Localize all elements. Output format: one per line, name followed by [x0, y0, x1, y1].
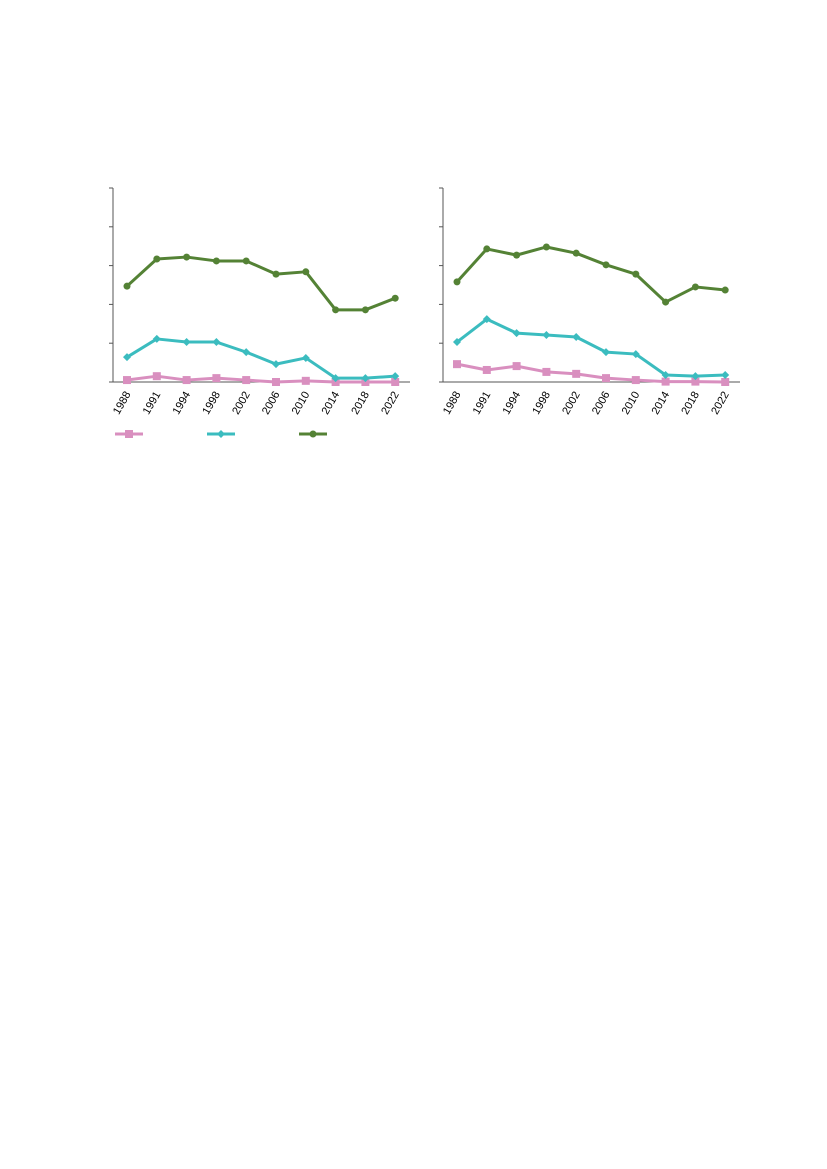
marker	[721, 378, 730, 386]
marker	[602, 261, 610, 269]
marker	[691, 283, 699, 291]
series-line	[455, 245, 726, 304]
marker	[332, 306, 340, 314]
marker	[542, 243, 550, 251]
marker	[661, 371, 670, 380]
marker	[391, 372, 400, 381]
marker	[632, 270, 640, 278]
marker	[217, 430, 225, 438]
x-tick-label: 2014	[320, 390, 343, 417]
marker	[631, 376, 640, 385]
x-tick-label: 1991	[471, 390, 494, 417]
marker	[542, 331, 551, 340]
marker	[482, 315, 491, 324]
marker	[182, 376, 191, 385]
marker	[572, 249, 580, 257]
marker	[512, 362, 521, 371]
x-tick-label: 2002	[560, 390, 583, 417]
x-tick-label: 2006	[260, 390, 283, 417]
marker	[309, 430, 317, 438]
marker	[483, 245, 491, 253]
marker	[453, 338, 461, 347]
x-tick-label: 2022	[379, 390, 402, 417]
marker	[661, 377, 670, 386]
marker	[242, 348, 251, 357]
x-tick-label: 1998	[530, 390, 553, 417]
marker	[721, 286, 729, 294]
marker	[453, 278, 461, 286]
marker	[152, 334, 161, 343]
marker	[453, 360, 461, 369]
marker	[272, 378, 280, 386]
marker	[331, 374, 340, 383]
marker	[721, 371, 730, 380]
marker	[123, 353, 131, 362]
marker	[302, 268, 310, 276]
series-line	[126, 374, 396, 384]
series-line	[456, 362, 726, 384]
marker	[301, 353, 310, 362]
marker	[691, 372, 700, 381]
x-tick-label: 2006	[590, 390, 613, 417]
marker	[125, 430, 133, 438]
marker	[301, 376, 310, 385]
x-tick-label: 2002	[230, 390, 253, 417]
x-tick-label: 1994	[171, 390, 194, 417]
marker	[572, 332, 581, 341]
x-tick-label: 1998	[200, 390, 223, 417]
marker	[602, 374, 610, 383]
marker	[631, 350, 640, 359]
x-tick-label: 1994	[501, 390, 524, 417]
marker	[152, 372, 161, 381]
marker	[602, 348, 610, 357]
marker	[242, 257, 250, 265]
marker	[391, 378, 400, 386]
marker	[123, 282, 131, 290]
marker	[542, 367, 551, 376]
marker	[182, 338, 191, 347]
marker	[212, 338, 221, 347]
series-line	[125, 255, 396, 312]
marker	[512, 329, 521, 338]
x-tick-label: 2018	[349, 390, 372, 417]
marker	[183, 253, 191, 261]
marker	[242, 376, 251, 385]
marker	[212, 374, 221, 383]
marker	[272, 360, 280, 369]
marker	[123, 376, 131, 385]
x-tick-label: 2010	[620, 390, 643, 417]
marker	[691, 377, 700, 386]
marker	[513, 251, 521, 259]
marker	[212, 257, 220, 265]
x-tick-label: 1988	[111, 390, 134, 417]
marker	[361, 374, 370, 383]
marker	[153, 255, 161, 263]
marker	[662, 298, 670, 306]
x-tick-label: 1988	[441, 390, 464, 417]
series-line	[456, 317, 726, 378]
x-tick-label: 2018	[679, 390, 702, 417]
x-tick-label: 2014	[650, 390, 673, 417]
marker	[272, 270, 280, 278]
x-tick-label: 2022	[709, 390, 732, 417]
marker	[572, 369, 581, 378]
x-tick-label: 2010	[290, 390, 313, 417]
marker	[391, 294, 399, 302]
series-line	[126, 337, 396, 380]
x-tick-label: 1991	[141, 390, 164, 417]
marker	[482, 365, 491, 374]
marker	[361, 306, 369, 314]
